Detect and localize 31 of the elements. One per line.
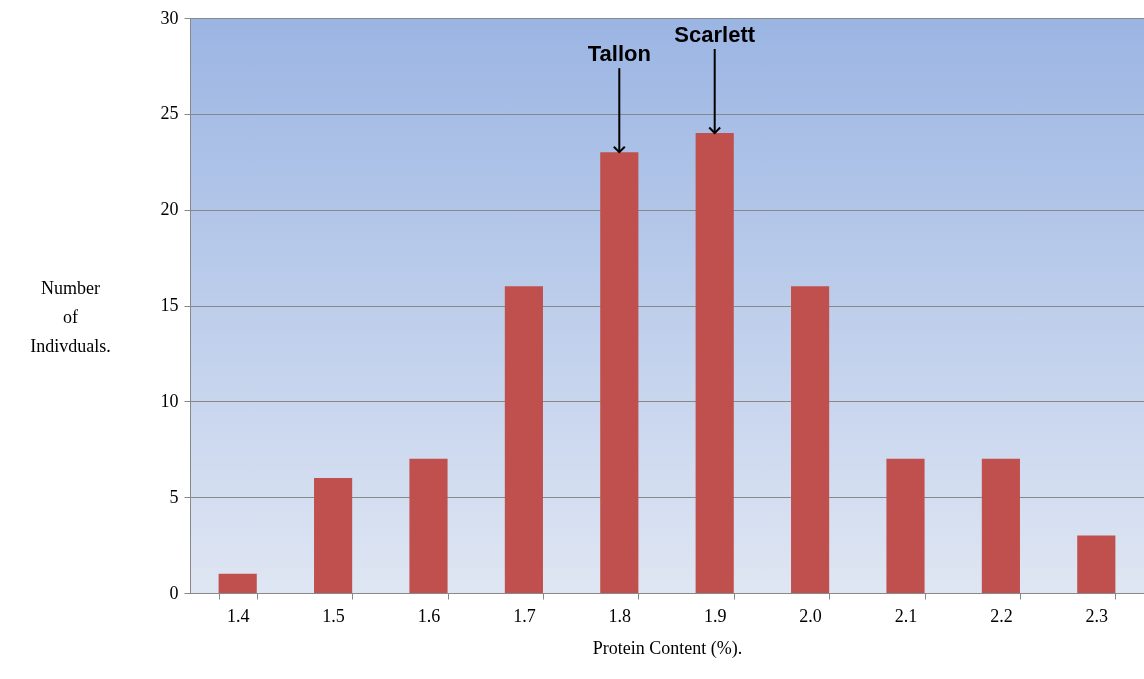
y-axis-title: Number of Indivduals. <box>30 277 111 356</box>
x-axis-title: Protein Content (%). <box>592 637 743 659</box>
y-tick-label: 10 <box>160 390 179 411</box>
bar <box>791 286 830 593</box>
annotation: Tallon <box>587 41 651 67</box>
x-tick-label: 2.1 <box>894 605 918 626</box>
bar <box>695 133 734 593</box>
x-tick-label: 2.2 <box>990 605 1013 626</box>
bar <box>504 286 543 593</box>
bar <box>600 152 639 593</box>
bar <box>409 458 448 593</box>
bar <box>981 458 1020 593</box>
bar <box>886 458 925 593</box>
x-tick-label: 2.3 <box>1085 605 1109 626</box>
x-tick-label: 1.5 <box>322 605 345 626</box>
x-tick-label: 1.9 <box>703 605 727 626</box>
x-tick-label: 2.0 <box>799 605 822 626</box>
x-tick-label: 1.7 <box>513 605 536 626</box>
bar <box>314 478 353 593</box>
x-tick-label: 1.4 <box>226 605 250 626</box>
y-tick-label: 5 <box>169 486 179 507</box>
x-tick-label: 1.8 <box>608 605 632 626</box>
x-tick-label: 1.6 <box>417 605 441 626</box>
y-tick-label: 30 <box>160 7 179 28</box>
y-tick-label: 15 <box>160 295 179 315</box>
bar <box>218 573 257 593</box>
bar <box>1077 535 1116 593</box>
annotation: Scarlett <box>674 22 756 47</box>
y-tick-label: 25 <box>160 103 179 124</box>
y-tick-label: 0 <box>169 582 179 603</box>
y-tick-label: 20 <box>160 199 179 220</box>
